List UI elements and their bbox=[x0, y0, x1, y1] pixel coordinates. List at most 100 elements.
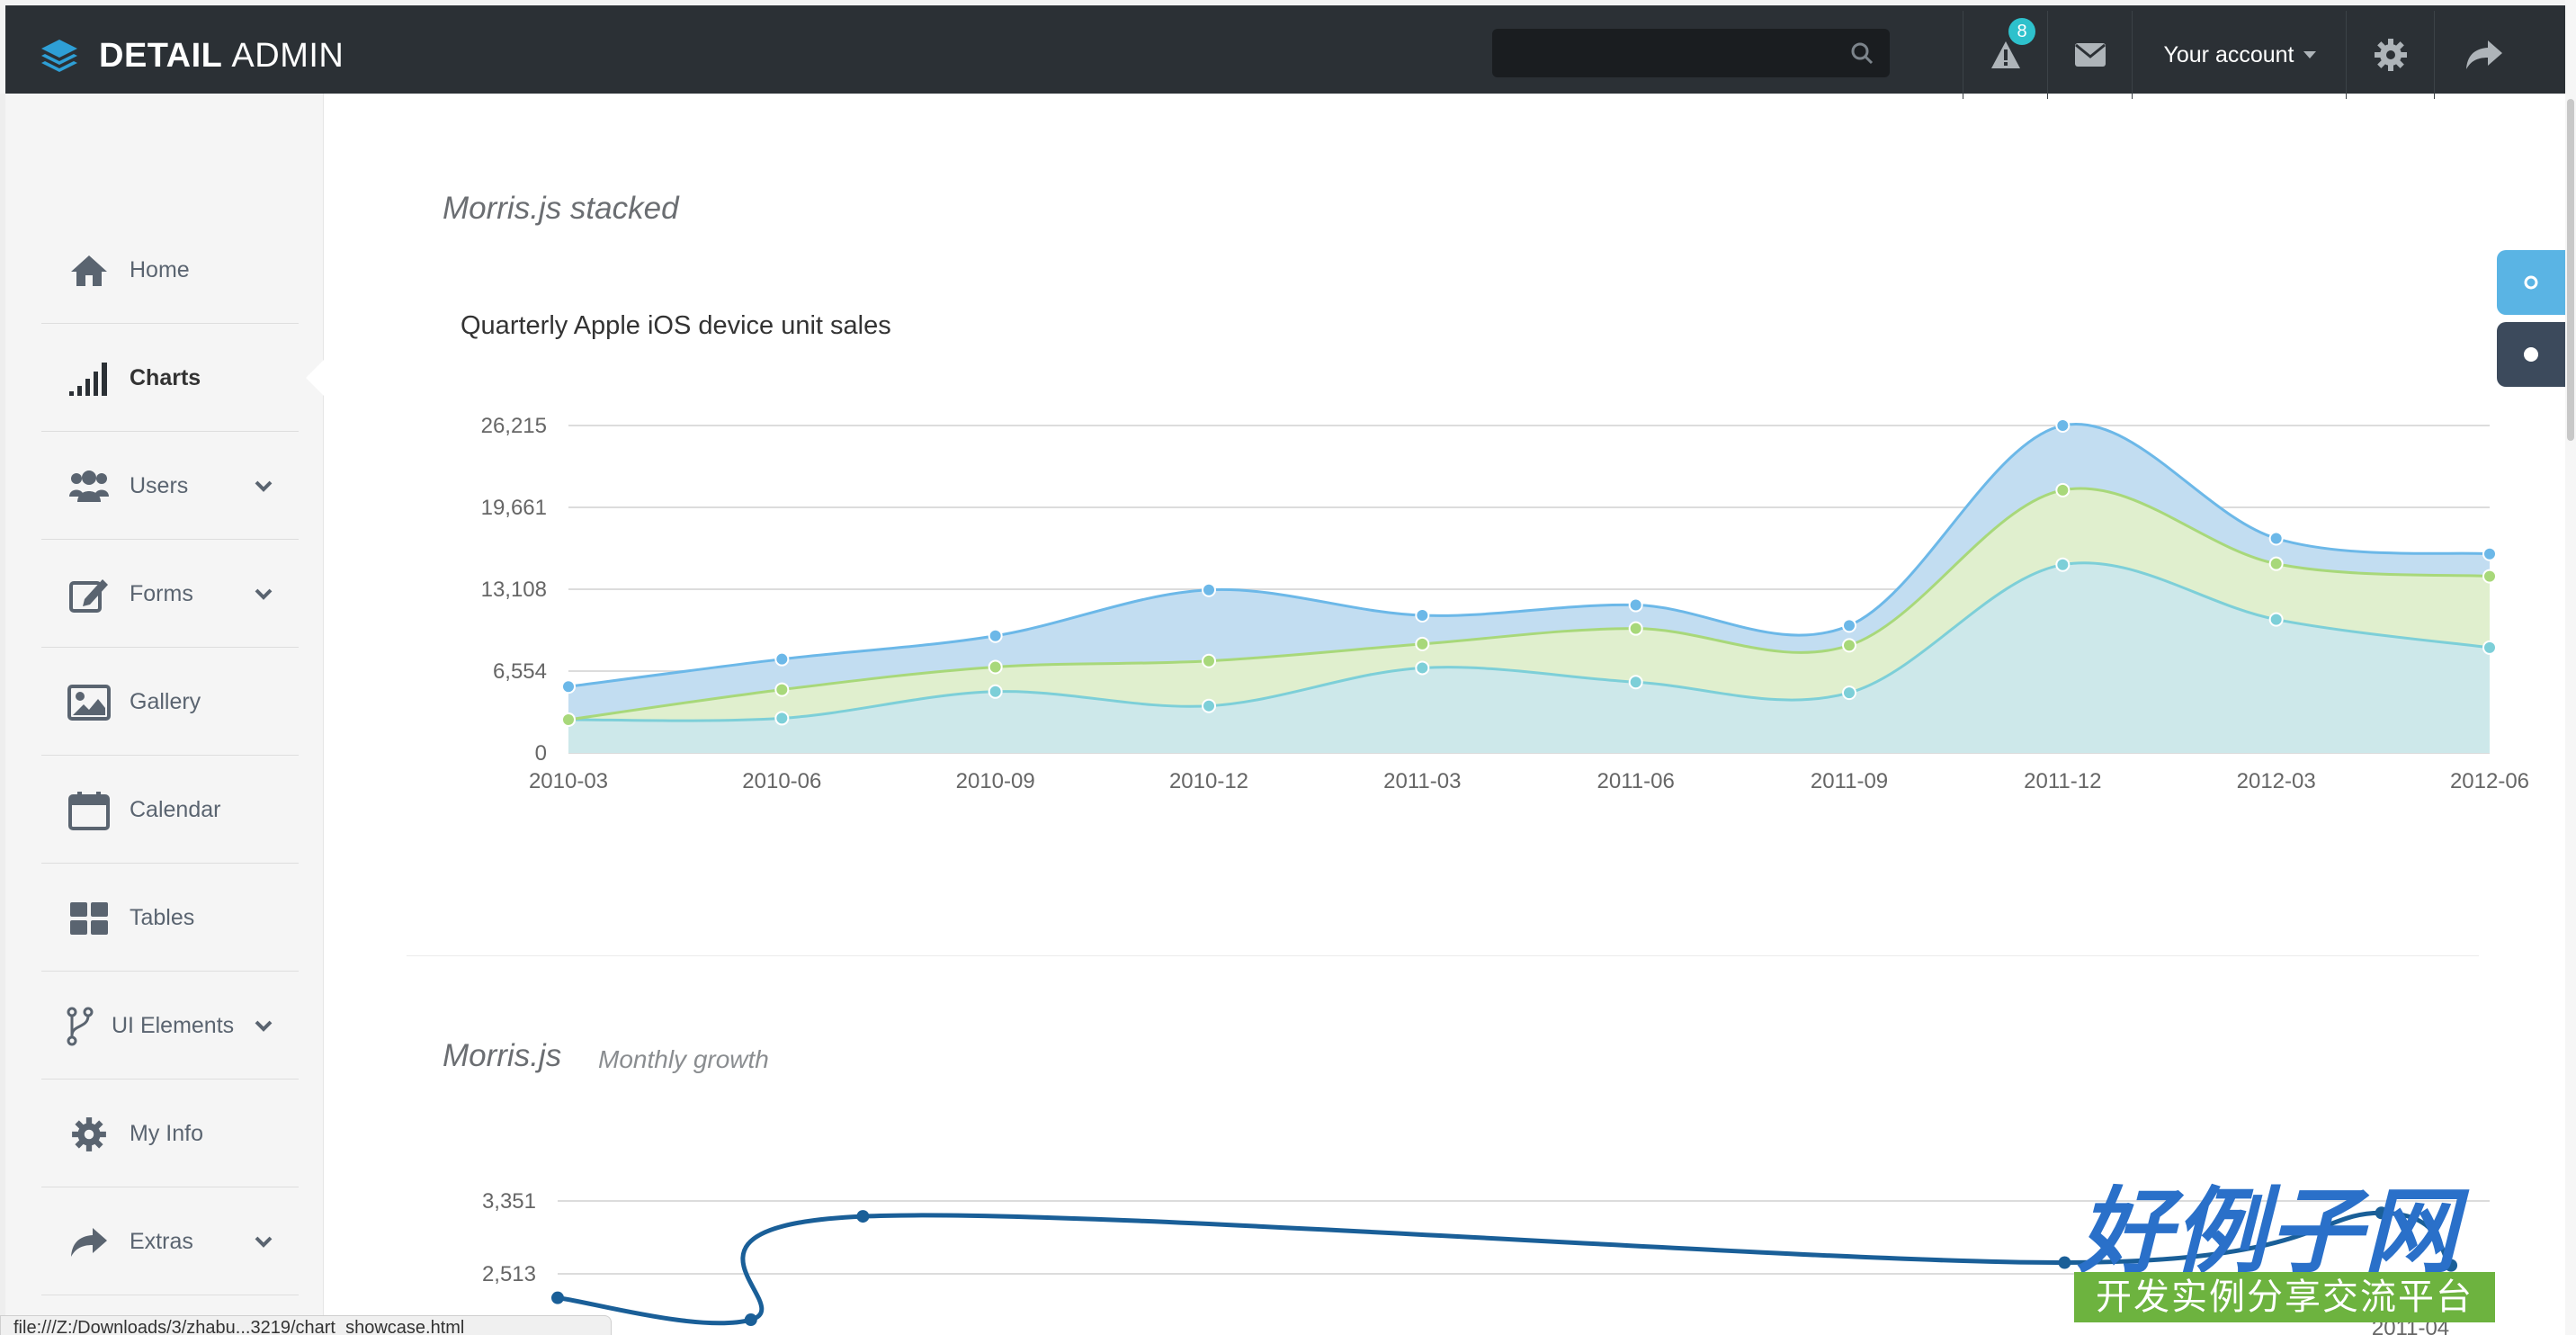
circle-icon bbox=[2524, 347, 2538, 362]
account-label: Your account bbox=[2163, 41, 2294, 67]
search-input[interactable] bbox=[1492, 29, 1890, 77]
x-tick-label: 2011-09 bbox=[1811, 769, 1888, 793]
brand-bold-text: DETAIL bbox=[99, 36, 223, 75]
sidebar-item-calendar[interactable]: Calendar bbox=[41, 757, 299, 864]
y-tick-label: 19,661 bbox=[481, 496, 547, 520]
warning-icon bbox=[1991, 41, 2020, 68]
mail-icon bbox=[2075, 43, 2106, 67]
panel-divider bbox=[407, 955, 2479, 956]
layers-icon bbox=[41, 40, 77, 72]
x-tick-label: 2011-06 bbox=[1597, 769, 1675, 793]
circle-icon bbox=[2524, 275, 2538, 290]
sidebar-item-label: Gallery bbox=[130, 689, 201, 714]
y-tick-label: 0 bbox=[535, 741, 547, 766]
data-point bbox=[1415, 636, 1430, 651]
scrollbar-thumb[interactable] bbox=[2567, 99, 2574, 441]
gear-icon bbox=[2375, 39, 2407, 71]
signal-bars-icon bbox=[67, 356, 112, 401]
chevron-down-icon bbox=[255, 1020, 273, 1032]
data-point bbox=[1415, 608, 1430, 623]
y-tick-label: 26,215 bbox=[481, 414, 547, 438]
y-tick-label: 13,108 bbox=[481, 578, 547, 602]
panel-subtitle-growth: Monthly growth bbox=[598, 1045, 769, 1073]
panel-title-growth: Morris.js bbox=[443, 1038, 562, 1073]
settings-button[interactable] bbox=[2346, 11, 2435, 99]
edit-icon bbox=[67, 572, 112, 617]
sidebar-item-label: UI Elements bbox=[112, 1013, 235, 1038]
data-point bbox=[1628, 621, 1643, 636]
sidebar-item-home[interactable]: Home bbox=[41, 218, 299, 324]
x-tick-label: 2011-03 bbox=[1383, 769, 1461, 793]
page-scrollbar[interactable] bbox=[2565, 0, 2576, 1335]
area-fill bbox=[568, 562, 2490, 753]
sidebar-item-extras[interactable]: Extras bbox=[41, 1189, 299, 1295]
sidebar-item-charts[interactable]: Charts bbox=[41, 326, 299, 432]
data-point bbox=[2055, 418, 2071, 433]
sidebar-item-tables[interactable]: Tables bbox=[41, 865, 299, 972]
x-tick-label: 2010-12 bbox=[1169, 769, 1248, 793]
data-point bbox=[2482, 640, 2497, 655]
chevron-down-icon bbox=[255, 480, 273, 492]
picture-icon bbox=[67, 680, 112, 725]
x-tick-label: 2010-06 bbox=[742, 769, 821, 793]
data-point bbox=[988, 684, 1003, 699]
data-point bbox=[1202, 582, 1216, 597]
users-icon bbox=[67, 464, 112, 509]
x-tick-label: 2012-03 bbox=[2237, 769, 2316, 793]
sidebar-item-label: Extras bbox=[130, 1229, 193, 1254]
data-point bbox=[1415, 660, 1430, 676]
sidebar-item-label: Tables bbox=[130, 905, 195, 930]
chevron-down-icon bbox=[255, 1236, 273, 1248]
data-point bbox=[774, 711, 790, 726]
series-line bbox=[568, 561, 2491, 722]
theme-toggle-light[interactable] bbox=[2497, 250, 2576, 315]
y-tick-label: 6,554 bbox=[493, 659, 547, 684]
caret-down-icon bbox=[2303, 51, 2316, 58]
alerts-button[interactable]: 8 bbox=[1963, 11, 2048, 99]
top-navbar: DETAIL ADMIN 8 Your account bbox=[0, 0, 2576, 99]
share-icon bbox=[67, 1220, 112, 1265]
x-tick-label: 2012-06 bbox=[2450, 769, 2529, 793]
site-watermark: 好例子网 开发实例分享交流平台 bbox=[2069, 1155, 2500, 1335]
data-point bbox=[1842, 685, 1856, 701]
browser-status-url: file:///Z:/Downloads/3/zhabu...3219/char… bbox=[0, 1315, 612, 1335]
data-point bbox=[2268, 556, 2284, 571]
sidebar-item-gallery[interactable]: Gallery bbox=[41, 650, 299, 756]
sidebar-item-label: Home bbox=[130, 257, 190, 282]
data-point bbox=[2268, 531, 2284, 546]
x-tick-label: 2011-12 bbox=[2024, 769, 2101, 793]
data-point bbox=[1842, 618, 1856, 633]
sidebar-item-label: Calendar bbox=[130, 797, 221, 822]
data-point bbox=[2482, 546, 2497, 561]
sidebar-item-users[interactable]: Users bbox=[41, 434, 299, 540]
share-button[interactable] bbox=[2434, 11, 2534, 99]
series-line bbox=[568, 423, 2491, 688]
code-fork-icon bbox=[58, 1004, 103, 1049]
sidebar-item-label: Charts bbox=[130, 365, 201, 390]
series-line bbox=[568, 487, 2491, 721]
data-point bbox=[2055, 557, 2071, 572]
brand-logo[interactable]: DETAIL ADMIN bbox=[40, 29, 344, 83]
data-point bbox=[561, 679, 576, 694]
data-point bbox=[988, 659, 1003, 675]
account-dropdown[interactable]: Your account bbox=[2132, 11, 2347, 99]
calendar-icon bbox=[67, 788, 112, 833]
sidebar-item-my-info[interactable]: My Info bbox=[41, 1081, 299, 1187]
watermark-subtitle: 开发实例分享交流平台 bbox=[2074, 1272, 2495, 1322]
theme-toggle-dark[interactable] bbox=[2497, 322, 2576, 387]
sidebar bbox=[0, 94, 324, 1335]
data-point bbox=[2482, 569, 2497, 584]
sidebar-item-ui-elements[interactable]: UI Elements bbox=[41, 973, 299, 1080]
data-point bbox=[2055, 482, 2071, 497]
messages-button[interactable] bbox=[2047, 11, 2133, 99]
sidebar-item-forms[interactable]: Forms bbox=[41, 542, 299, 648]
chevron-down-icon bbox=[255, 588, 273, 600]
grid-icon bbox=[67, 896, 112, 941]
cog-icon bbox=[67, 1112, 112, 1157]
active-indicator bbox=[306, 358, 326, 398]
data-point bbox=[774, 651, 790, 667]
data-point bbox=[1202, 653, 1216, 668]
x-tick-label: 2010-03 bbox=[529, 769, 608, 793]
data-point bbox=[2268, 612, 2284, 627]
data-point bbox=[988, 628, 1003, 643]
